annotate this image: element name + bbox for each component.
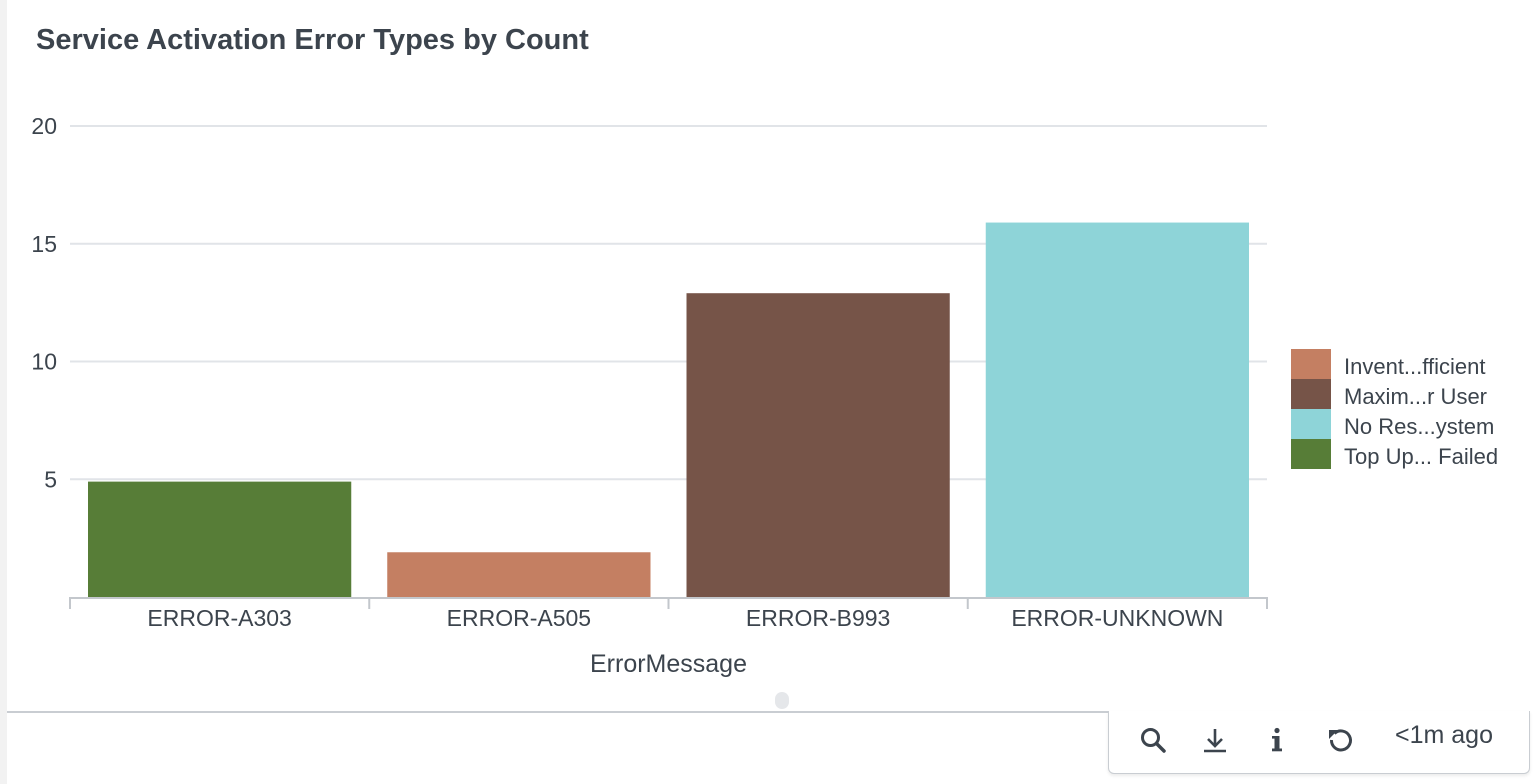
legend-swatch [1291, 439, 1331, 469]
legend-item[interactable]: Invent...fficient [1291, 349, 1531, 379]
bar-error-a303 [88, 481, 352, 597]
refresh-icon [1329, 729, 1352, 752]
refresh-button[interactable] [1324, 723, 1358, 757]
download-icon [1204, 729, 1226, 753]
magnifier-icon [1141, 728, 1166, 753]
last-updated-label: <1m ago [1395, 721, 1493, 749]
x-tick-label: ERROR-A505 [447, 605, 591, 631]
legend-item[interactable]: Maxim...r User [1291, 379, 1531, 409]
legend-swatch [1291, 409, 1331, 439]
bar-error-a505 [387, 552, 651, 597]
resize-handle[interactable] [775, 692, 789, 709]
y-tick-label: 10 [31, 349, 57, 375]
y-tick-label: 20 [31, 113, 57, 139]
legend-item[interactable]: No Res...ystem [1291, 409, 1531, 439]
search-button[interactable] [1136, 723, 1170, 757]
bar-error-b993 [686, 293, 950, 597]
x-tick-label: ERROR-UNKNOWN [1011, 605, 1223, 631]
legend-swatch [1291, 349, 1331, 379]
panel-title: Service Activation Error Types by Count [36, 24, 589, 56]
bar-error-unknown [985, 222, 1249, 597]
panel-left-edge [0, 0, 7, 784]
legend-label: Invent...fficient [1344, 354, 1486, 379]
legend-swatch [1291, 379, 1331, 409]
legend-label: No Res...ystem [1344, 414, 1495, 439]
info-icon [1272, 727, 1282, 752]
panel-toolbar: <1m ago [1108, 711, 1530, 774]
y-tick-label: 5 [44, 466, 57, 492]
info-button[interactable] [1260, 723, 1294, 757]
legend-label: Maxim...r User [1344, 384, 1487, 409]
download-button[interactable] [1198, 723, 1232, 757]
legend-label: Top Up... Failed [1344, 444, 1499, 469]
bar-chart: 5 10 15 20 ERROR-A303 ERROR-A505 ERROR-B993 ERR… [31, 113, 1268, 678]
x-tick-label: ERROR-B993 [746, 605, 890, 631]
x-axis-title: ErrorMessage [590, 650, 747, 678]
panel-divider [7, 711, 1109, 713]
x-tick-label: ERROR-A303 [147, 605, 291, 631]
y-tick-label: 15 [31, 231, 57, 257]
chart-legend: Invent...fficient Maxim...r User No Res...… [1291, 349, 1531, 469]
legend-item[interactable]: Top Up... Failed [1291, 439, 1531, 469]
